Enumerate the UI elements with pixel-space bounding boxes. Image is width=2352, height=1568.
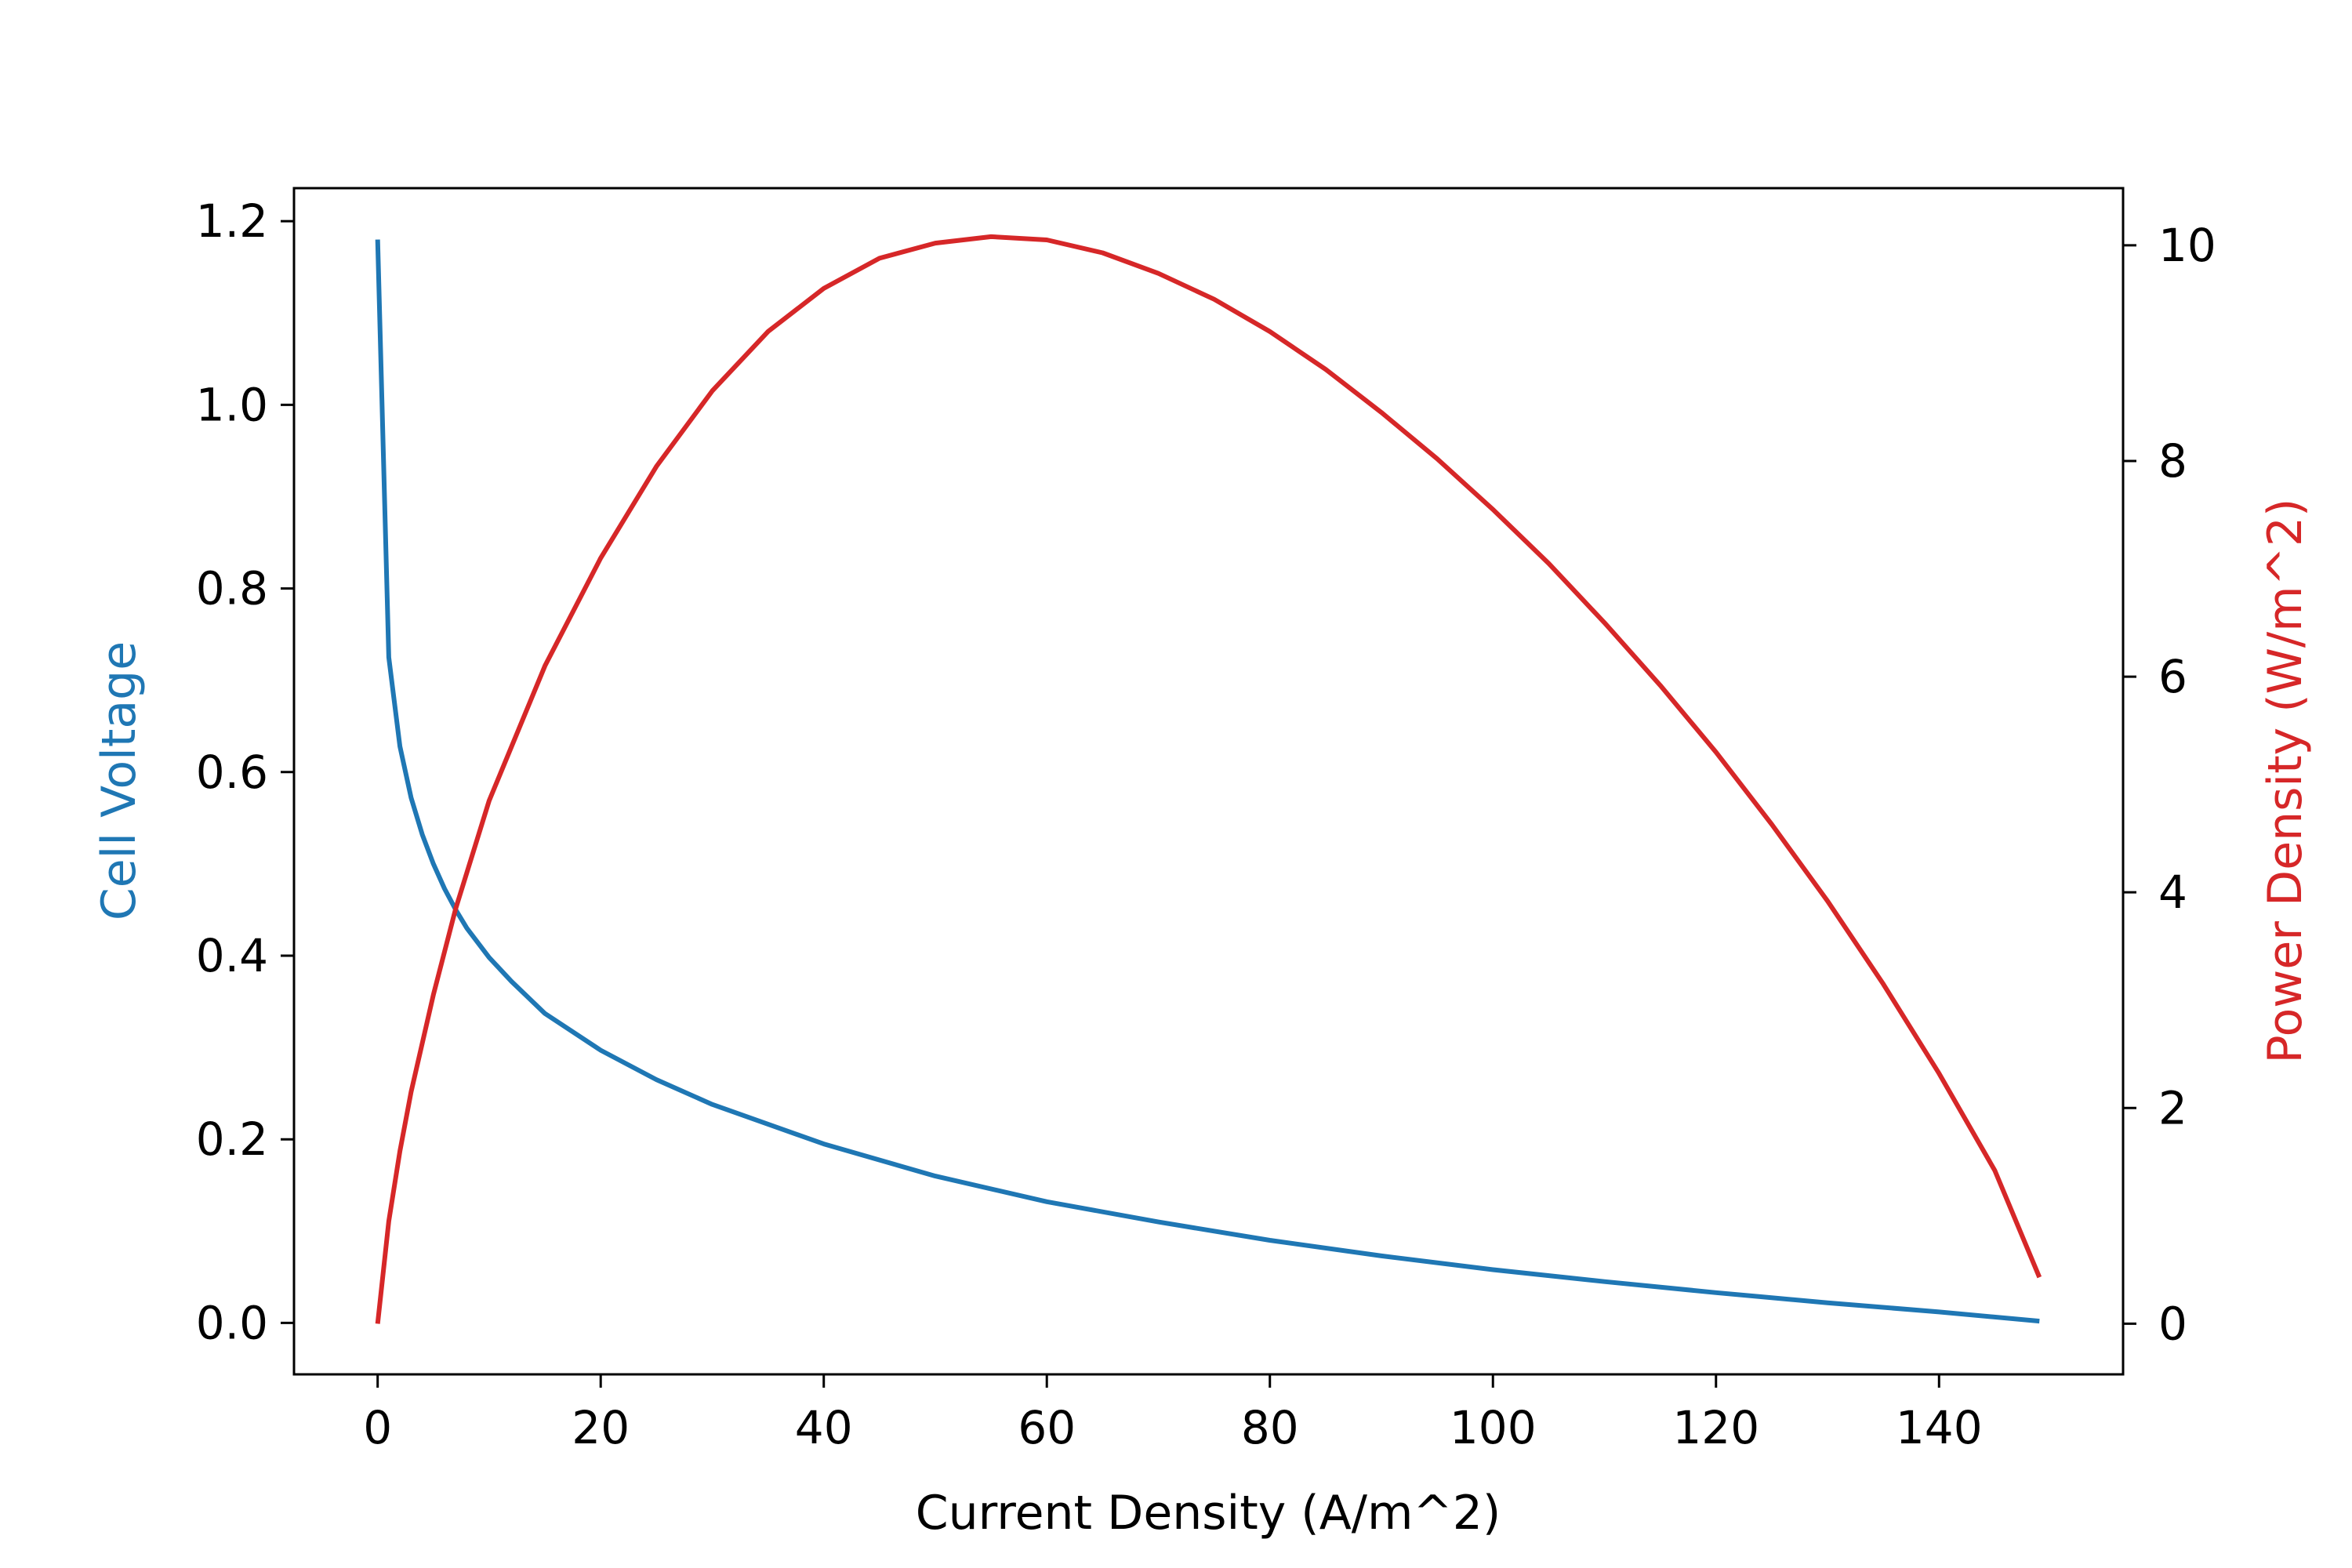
left-y-axis-label: Cell Voltage [92,641,147,920]
x-tick-label: 120 [1672,1401,1759,1454]
right-y-tick-label: 6 [2158,650,2187,703]
cell-voltage-line [375,239,2040,1324]
left-y-tick-label: 1.2 [196,194,268,248]
x-tick-label: 60 [1018,1401,1076,1454]
right-y-tick-label: 8 [2158,434,2187,488]
plot-frame [292,187,2125,1376]
left-y-axis-ticks: 0.0 0.2 0.4 0.6 0.8 1.0 1.2 [196,194,294,1349]
x-tick-label: 40 [795,1401,853,1454]
right-y-tick-label: 4 [2158,866,2187,919]
left-y-tick-label: 0.2 [196,1112,268,1166]
left-y-tick-label: 0.0 [196,1296,268,1349]
right-y-axis-label: Power Density (W/m^2) [2258,499,2313,1064]
power-density-line [375,234,2042,1324]
right-y-tick-label: 0 [2158,1297,2187,1350]
x-axis-ticks: 0 20 40 60 80 100 120 140 [363,1374,1983,1454]
left-y-tick-label: 1.0 [196,378,268,431]
x-axis-label: Current Density (A/m^2) [916,1486,1501,1541]
right-y-tick-label: 2 [2158,1081,2187,1134]
plot-background [294,188,2123,1374]
left-y-tick-label: 0.4 [196,929,268,982]
x-tick-label: 140 [1896,1401,1983,1454]
right-y-axis-ticks: 0 2 4 6 8 10 [2123,219,2216,1350]
x-tick-label: 100 [1450,1401,1537,1454]
x-tick-label: 0 [363,1401,392,1454]
x-tick-label: 20 [572,1401,630,1454]
x-tick-label: 80 [1241,1401,1299,1454]
right-y-tick-label: 10 [2158,219,2216,272]
left-y-tick-label: 0.8 [196,562,268,615]
left-y-tick-label: 0.6 [196,746,268,799]
